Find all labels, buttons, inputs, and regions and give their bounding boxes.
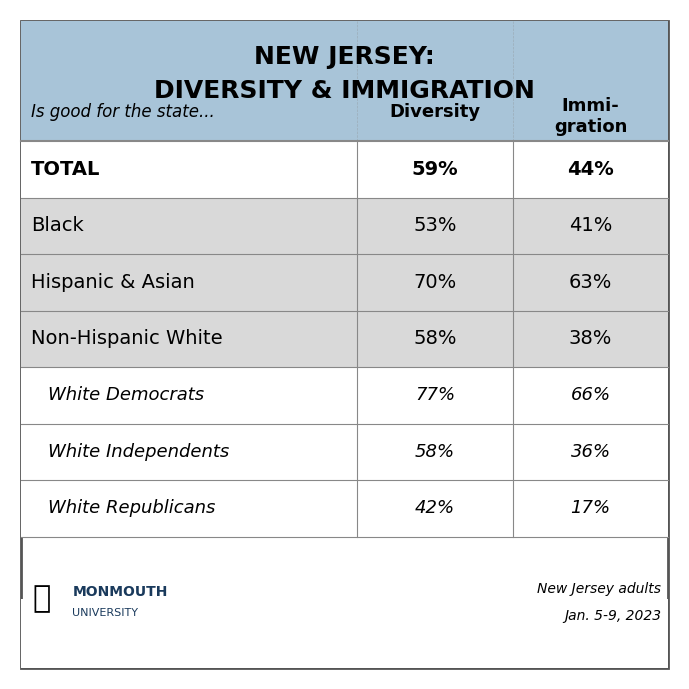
FancyBboxPatch shape [21,367,668,424]
Text: White Republicans: White Republicans [48,500,216,517]
Text: White Democrats: White Democrats [48,387,205,404]
FancyBboxPatch shape [21,480,668,537]
Text: MONMOUTH: MONMOUTH [72,585,167,599]
Text: White Independents: White Independents [48,443,229,461]
Text: New Jersey adults: New Jersey adults [537,582,661,595]
FancyBboxPatch shape [21,21,668,141]
Text: Non-Hispanic White: Non-Hispanic White [31,329,223,349]
Text: TOTAL: TOTAL [31,160,101,179]
Text: Jan. 5-9, 2023: Jan. 5-9, 2023 [564,610,661,624]
Text: UNIVERSITY: UNIVERSITY [72,608,138,618]
Text: Black: Black [31,216,84,236]
Text: 63%: 63% [569,273,613,292]
Text: 🏛: 🏛 [32,584,50,614]
Text: 58%: 58% [415,443,455,461]
Text: 38%: 38% [569,329,613,349]
Text: 44%: 44% [567,160,614,179]
Text: Diversity: Diversity [389,103,481,121]
Text: 58%: 58% [413,329,457,349]
Text: 59%: 59% [412,160,458,179]
FancyBboxPatch shape [21,599,668,668]
FancyBboxPatch shape [21,254,668,311]
Text: 66%: 66% [570,387,610,404]
Text: 77%: 77% [415,387,455,404]
Text: NEW JERSEY:: NEW JERSEY: [254,45,435,69]
FancyBboxPatch shape [21,141,668,198]
FancyBboxPatch shape [21,424,668,480]
Text: DIVERSITY & IMMIGRATION: DIVERSITY & IMMIGRATION [154,79,535,103]
FancyBboxPatch shape [21,198,668,254]
Text: 17%: 17% [570,500,610,517]
Text: 70%: 70% [413,273,457,292]
Text: Is good for the state...: Is good for the state... [31,103,215,121]
Text: 41%: 41% [569,216,613,236]
Text: Hispanic & Asian: Hispanic & Asian [31,273,195,292]
Text: 42%: 42% [415,500,455,517]
Text: 36%: 36% [570,443,610,461]
Text: Immi-
gration: Immi- gration [554,97,627,136]
Text: 53%: 53% [413,216,457,236]
FancyBboxPatch shape [21,311,668,367]
